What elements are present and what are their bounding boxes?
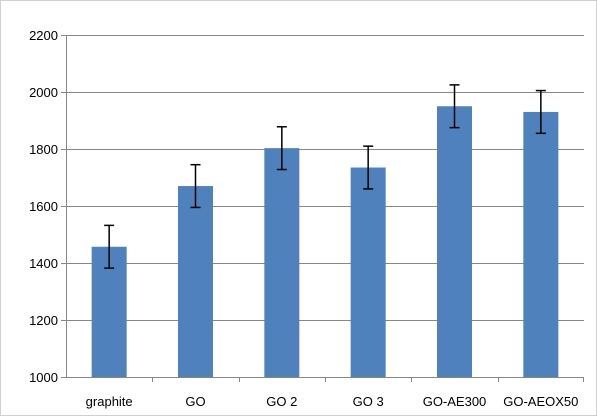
- bar: [437, 106, 472, 377]
- y-tick-label: 2000: [29, 85, 58, 100]
- bar: [264, 148, 300, 377]
- x-tick-label: GO: [185, 394, 205, 409]
- error-bars: [104, 84, 546, 269]
- y-tick-label: 2200: [29, 28, 58, 43]
- x-tick-labels: graphite GO GO 2 GO 3 GO-AE300 GO-AEOX50: [86, 394, 579, 409]
- bars: [91, 106, 559, 377]
- bar: [350, 167, 386, 377]
- y-tick-label: 1800: [29, 142, 58, 157]
- y-tick-label: 1400: [29, 256, 58, 271]
- gridlines: [66, 35, 584, 321]
- x-tick-label: GO 3: [353, 394, 384, 409]
- y-tick-labels: 1000 1200 1400 1600 1800 2000 2200: [29, 28, 58, 385]
- y-tick-label: 1200: [29, 313, 58, 328]
- y-tick-label: 1000: [29, 370, 58, 385]
- x-tick-label: GO 2: [266, 394, 297, 409]
- bar: [178, 186, 213, 377]
- x-tick-label: graphite: [86, 394, 133, 409]
- y-tick-label: 1600: [29, 199, 58, 214]
- axes: [61, 35, 584, 382]
- x-tick-label: GO-AE300: [423, 394, 487, 409]
- bar: [523, 111, 559, 377]
- x-tick-label: GO-AEOX50: [503, 394, 578, 409]
